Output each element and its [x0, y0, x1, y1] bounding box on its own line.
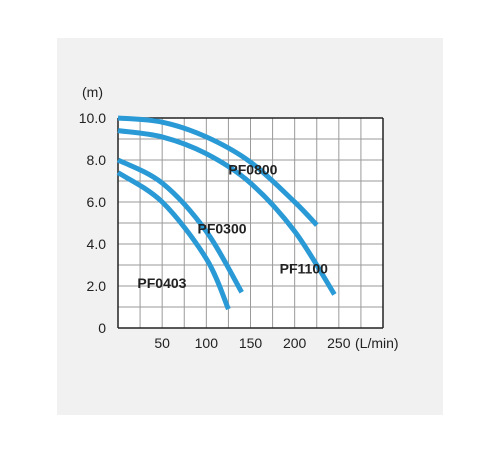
series-label-pf1100: PF1100 [280, 260, 328, 276]
y-tick-label: 2.0 [87, 278, 107, 294]
series-labels: PF0800 PF1100 PF0300 PF0403 [137, 162, 328, 291]
series-line-pf0800 [117, 115, 319, 227]
x-tick-label: 50 [154, 335, 170, 351]
x-tick-label: 250 [327, 335, 351, 351]
y-axis-unit: (m) [82, 84, 103, 100]
y-tick-label: 0 [98, 320, 106, 336]
y-tick-label: 8.0 [87, 152, 107, 168]
series-line-pf0403 [116, 170, 231, 311]
x-tick-label: 200 [283, 335, 307, 351]
series-line-pf1100 [117, 128, 337, 296]
y-tick-label: 4.0 [87, 236, 107, 252]
x-tick-label: 100 [195, 335, 219, 351]
y-tick-label: 10.0 [79, 110, 106, 126]
tick-labels: 50 100 150 200 250 0 2.0 4.0 6.0 8.0 10.0 [79, 110, 351, 351]
series-label-pf0300: PF0300 [198, 221, 247, 237]
series-line-pf0300 [116, 157, 244, 294]
axes [117, 117, 384, 329]
series-label-pf0800: PF0800 [228, 162, 277, 178]
y-tick-label: 6.0 [87, 194, 107, 210]
series-lines [116, 115, 337, 311]
series-label-pf0403: PF0403 [137, 275, 186, 291]
grid [118, 118, 383, 328]
x-axis-unit: (L/min) [355, 335, 399, 351]
x-tick-label: 150 [239, 335, 263, 351]
